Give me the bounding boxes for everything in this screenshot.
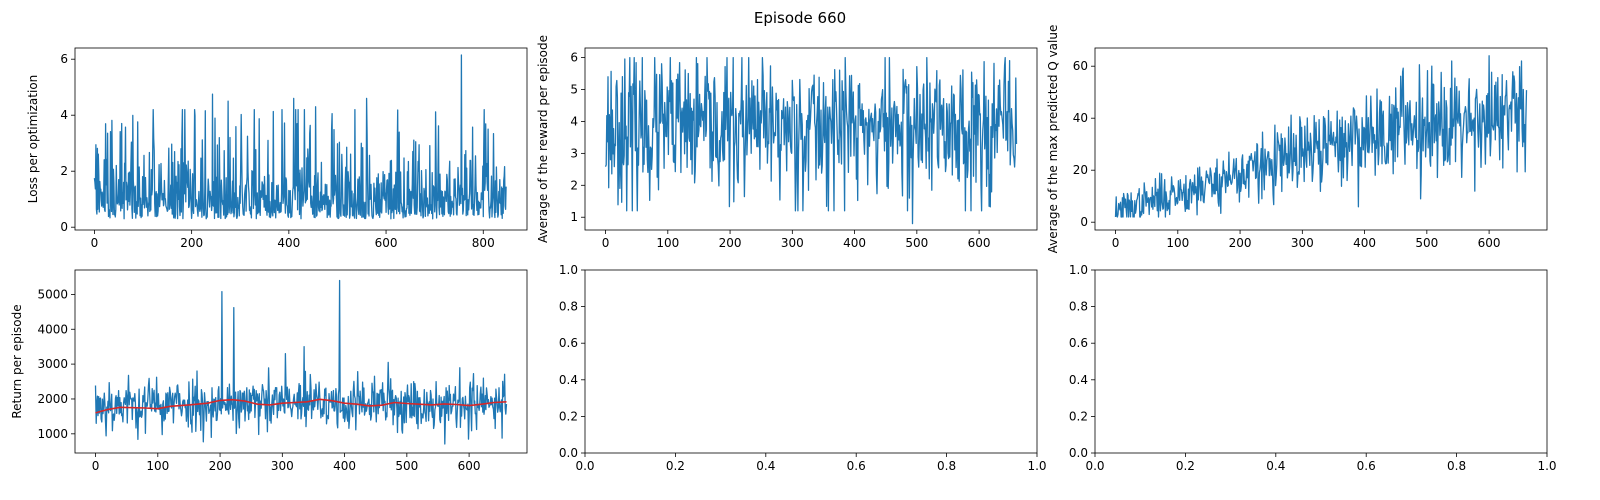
chart-panel-top-right: 0 100 200 300 400 500 600 0 20 40 60 Average of the… [1046,25,1548,254]
y-tick-label: 1.0 [559,263,578,277]
x-tick-label: 500 [905,236,928,250]
axes-frame [1094,269,1548,454]
x-tick-label: 1.0 [1027,459,1046,473]
x-tick-label: 0.6 [847,459,866,473]
x-tick-label: 0 [602,236,610,250]
x-tick-label: 600 [458,459,481,473]
series-line-moving-average [95,398,507,414]
y-tick-label: 6 [60,52,68,66]
y-tick-label: 1 [570,210,578,224]
x-tick-label: 800 [472,236,495,250]
y-tick-label: 5 [570,83,578,97]
y-tick-label: 60 [1073,59,1088,73]
x-tick-label: 100 [146,459,169,473]
y-tick-label: 1.0 [1069,263,1088,277]
y-tick-label: 0.6 [1069,336,1088,350]
y-tick-label: 0.4 [559,373,578,387]
x-tick-label: 100 [656,236,679,250]
y-tick-label: 6 [570,51,578,65]
axes-frame [584,269,1038,454]
x-tick-label: 200 [1229,236,1252,250]
x-tick-label: 200 [719,236,742,250]
y-tick-label: 4 [60,108,68,122]
y-axis-label: Average of the max predicted Q value [1046,25,1060,254]
x-tick-label: 0.8 [937,459,956,473]
x-tick-label: 0 [92,459,100,473]
x-tick-label: 400 [843,236,866,250]
x-tick-label: 100 [1166,236,1189,250]
y-tick-label: 40 [1073,111,1088,125]
y-tick-label: 20 [1073,163,1088,177]
x-tick-label: 0.8 [1447,459,1466,473]
y-tick-label: 3 [570,146,578,160]
y-axis-label: Loss per optimization [26,75,40,204]
x-tick-label: 500 [1415,236,1438,250]
chart-panel-top-middle: 0 100 200 300 400 500 600 1 2 3 4 5 6 Average of the … [536,35,1038,250]
axes-frame [74,269,528,454]
x-tick-label: 300 [1291,236,1314,250]
chart-panel-bottom-right: 0.0 0.2 0.4 0.6 0.8 1.0 0.0 0.2 0.4 0.6 0.8 1.0 [1069,263,1557,473]
y-tick-label: 2 [570,178,578,192]
x-tick-label: 0 [1112,236,1120,250]
series-line-return [94,279,508,445]
y-tick-label: 4000 [37,322,68,336]
series-line-loss [93,54,507,220]
x-tick-label: 0.2 [1176,459,1195,473]
chart-panel-bottom-middle: 0.0 0.2 0.4 0.6 0.8 1.0 0.0 0.2 0.4 0.6 0.8 1.0 [559,263,1047,473]
y-axis-label: Average of the reward per episode [536,35,550,243]
y-tick-label: 3000 [37,357,68,371]
y-tick-label: 0.8 [559,300,578,314]
x-tick-label: 0.6 [1357,459,1376,473]
x-tick-label: 600 [375,236,398,250]
series-line-max_q [1114,55,1528,218]
y-tick-label: 0.8 [1069,300,1088,314]
chart-panel-top-left: 0 200 400 600 800 0 2 4 6 Loss per optimization [26,47,528,250]
x-tick-label: 600 [1478,236,1501,250]
y-tick-label: 0.6 [559,336,578,350]
y-tick-label: 0 [60,220,68,234]
chart-panel-bottom-left: 0 100 200 300 400 500 600 1000 2000 3000 4000 5000 R… [10,269,528,473]
y-tick-label: 1000 [37,427,68,441]
x-tick-label: 200 [209,459,232,473]
x-tick-label: 400 [1353,236,1376,250]
y-tick-label: 0.0 [559,446,578,460]
x-tick-label: 400 [333,459,356,473]
y-tick-label: 0.2 [559,409,578,423]
x-tick-label: 0.2 [666,459,685,473]
x-tick-label: 0.4 [1266,459,1285,473]
y-tick-label: 0.4 [1069,373,1088,387]
x-tick-label: 200 [180,236,203,250]
x-tick-label: 300 [781,236,804,250]
x-tick-label: 300 [271,459,294,473]
y-axis-label: Return per episode [10,304,24,418]
y-tick-label: 0.2 [1069,409,1088,423]
axes-frame [1094,47,1548,231]
x-tick-label: 0 [91,236,99,250]
x-tick-label: 600 [968,236,991,250]
x-tick-label: 400 [277,236,300,250]
y-tick-label: 0 [1080,215,1088,229]
y-tick-label: 4 [570,114,578,128]
y-tick-label: 0.0 [1069,446,1088,460]
x-tick-label: 500 [395,459,418,473]
x-tick-label: 0.0 [575,459,594,473]
series-line-avg_reward [604,56,1018,225]
x-tick-label: 1.0 [1537,459,1556,473]
y-tick-label: 2000 [37,392,68,406]
figure-title: Episode 660 [753,9,847,27]
axes-frame [74,47,528,231]
axes-frame [584,47,1038,231]
x-tick-label: 0.0 [1085,459,1104,473]
x-tick-label: 0.4 [756,459,775,473]
y-tick-label: 2 [60,164,68,178]
y-tick-label: 5000 [37,287,68,301]
